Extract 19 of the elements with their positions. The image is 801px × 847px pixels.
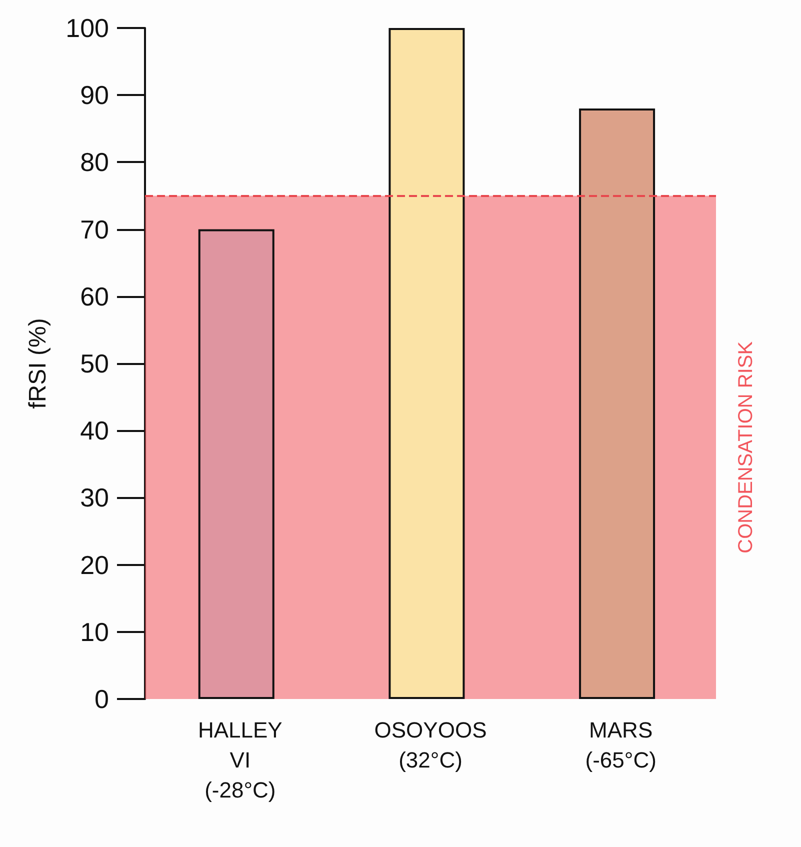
y-tick-label: 30: [80, 482, 109, 513]
bar: [198, 229, 274, 699]
x-tick-label: MARS (-65°C): [585, 718, 656, 772]
y-tick-label: 50: [80, 348, 109, 378]
y-tick-label: 40: [80, 416, 109, 446]
y-axis-title: fRSI (%): [24, 318, 52, 409]
y-tick-label: 0: [94, 684, 109, 714]
bar: [388, 28, 465, 699]
y-tick-label: 20: [80, 550, 109, 580]
x-tick-label: HALLEY VI (-28°C): [198, 718, 283, 802]
y-tick-label: 10: [80, 616, 109, 647]
bar: [579, 108, 656, 699]
band-label: CONDENSATION RISK: [735, 340, 757, 554]
y-tick-label: 70: [80, 214, 109, 244]
y-tick-label: 90: [80, 80, 109, 110]
y-tick-label: 100: [66, 13, 109, 43]
y-tick-label: 80: [80, 147, 109, 178]
y-tick-label: 60: [80, 281, 109, 312]
x-tick-label: OSOYOOS (32°C): [374, 718, 487, 772]
